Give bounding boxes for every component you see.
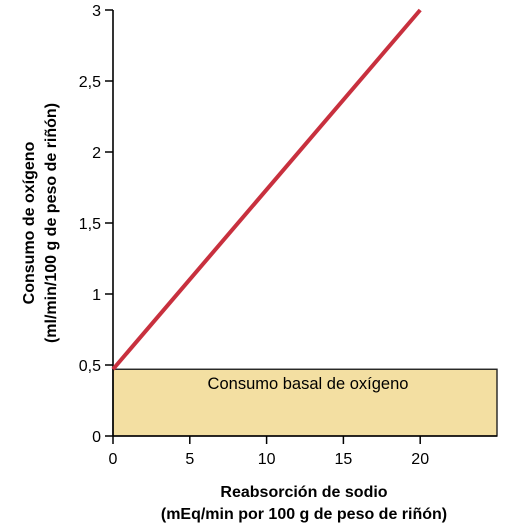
x-axis-title-line: Reabsorción de sodio (220, 484, 387, 501)
y-axis-title-line: Consumo de oxígeno (21, 141, 38, 304)
x-tick-label: 0 (109, 451, 118, 468)
y-axis-title-line: (ml/min/100 g de peso de riñón) (43, 103, 60, 343)
x-tick-label: 10 (258, 451, 276, 468)
baseline-region-label: Consumo basal de oxígeno (208, 375, 409, 393)
y-tick-label: 3 (92, 3, 101, 20)
y-tick-label: 0,5 (79, 358, 101, 375)
x-axis-title: Reabsorción de sodio (mEq/min por 100 g d… (161, 484, 447, 523)
y-tick-label: 2 (92, 145, 101, 162)
y-tick-label: 1 (92, 287, 101, 304)
series-layer (111, 8, 422, 371)
x-tick-label: 15 (335, 451, 353, 468)
y-tick-label: 1,5 (79, 216, 101, 233)
series-line (111, 8, 422, 371)
x-axis-ticks: 0 5 10 15 20 (109, 436, 429, 468)
x-tick-label: 5 (185, 451, 194, 468)
baseline-region (112, 368, 498, 437)
y-tick-label: 0 (92, 429, 101, 446)
y-axis-ticks: 0 0,5 1 1,5 2 2,5 3 (79, 3, 113, 446)
y-axis-title: Consumo de oxígeno (ml/min/100 g de peso … (21, 103, 60, 343)
x-tick-label: 20 (411, 451, 429, 468)
x-axis-title-line: (mEq/min por 100 g de peso de riñón) (161, 506, 447, 523)
y-tick-label: 2,5 (79, 74, 101, 91)
